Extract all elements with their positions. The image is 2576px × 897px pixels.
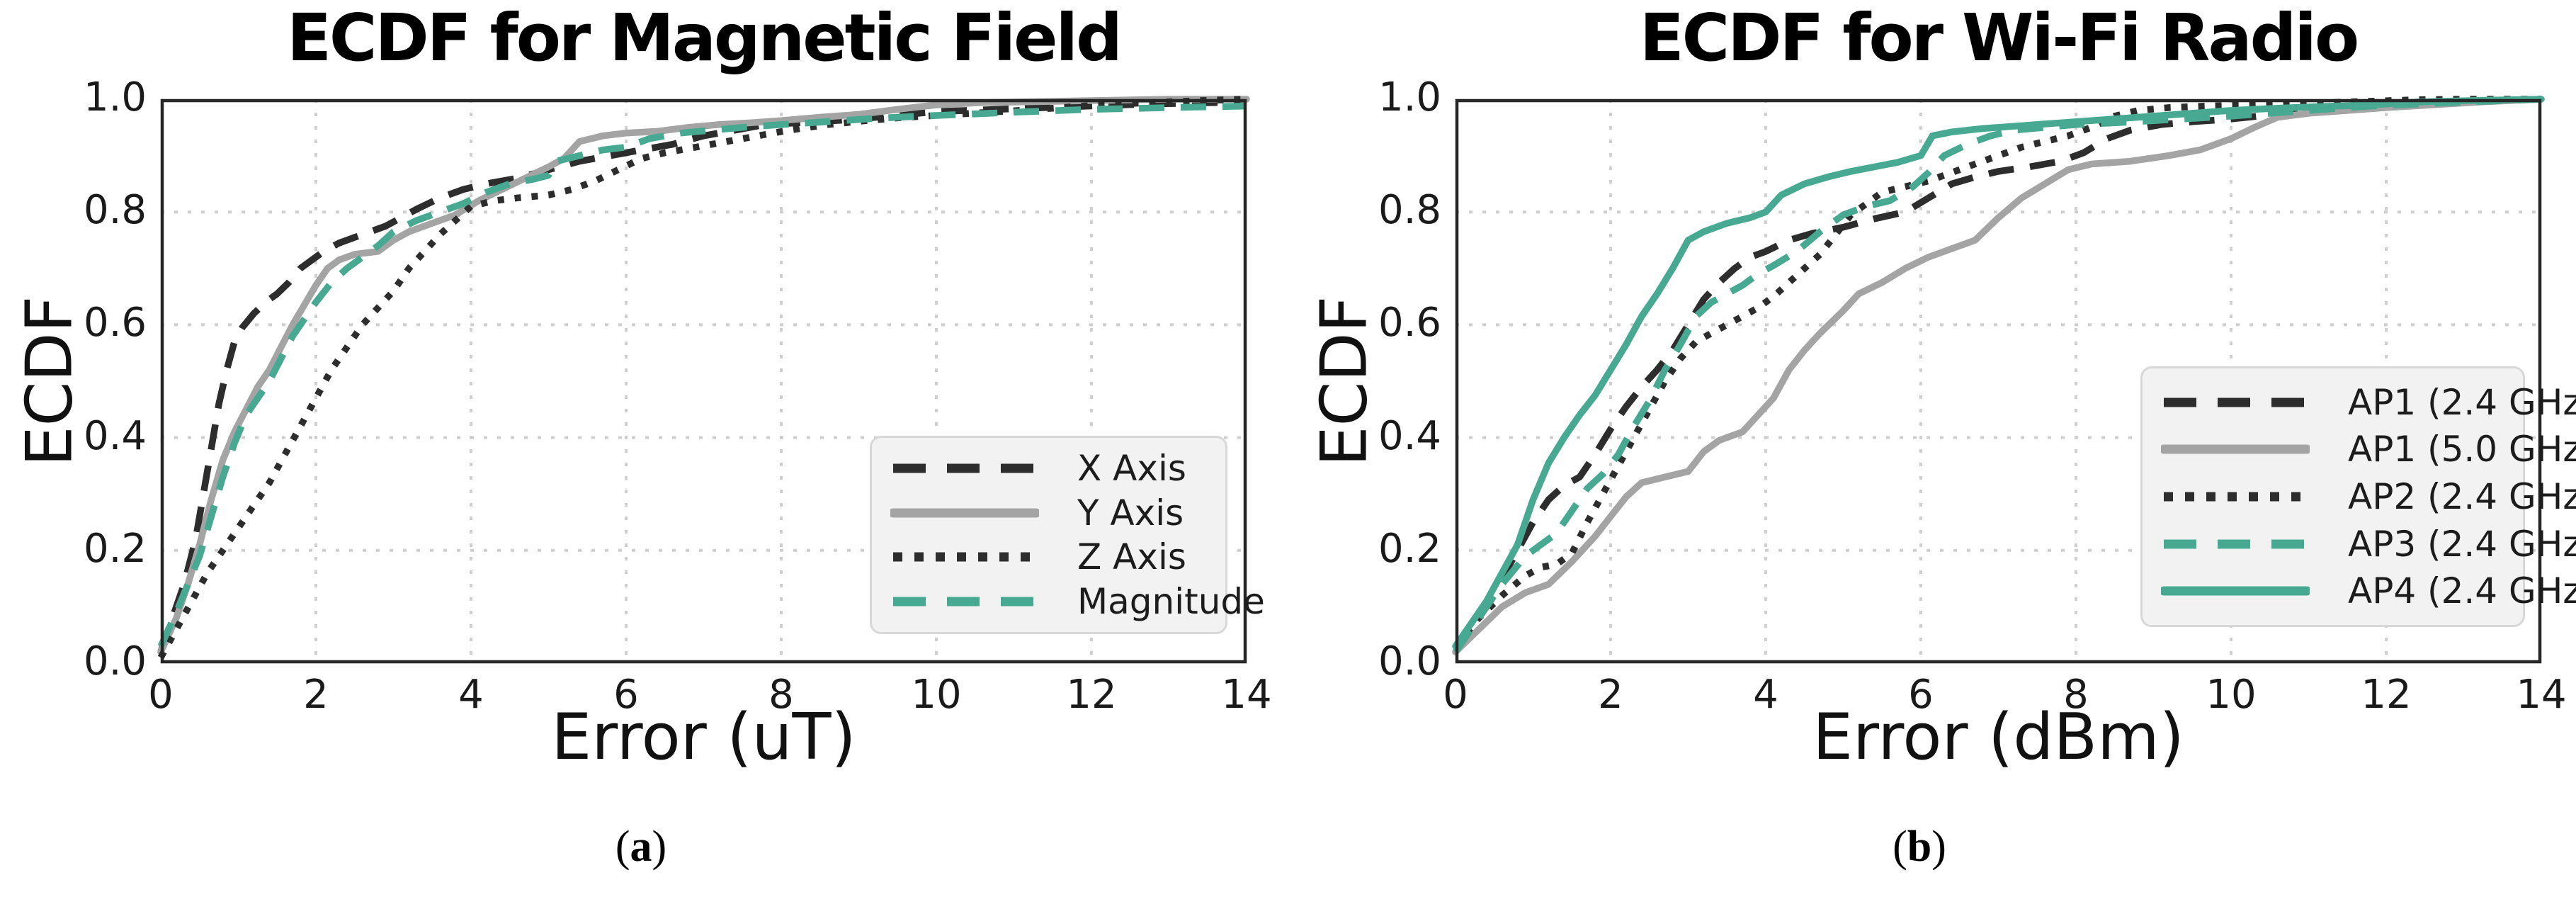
series-line-z-axis xyxy=(157,96,1247,660)
plot-spine xyxy=(1455,98,2542,664)
x-tick-label: 4 xyxy=(1753,672,1778,718)
legend-item-magnitude: Magnitude xyxy=(890,581,1265,622)
x-tick-label: 8 xyxy=(768,672,794,718)
x-tick-label: 6 xyxy=(613,672,639,718)
legend-label: AP4 (2.4 GHz) xyxy=(2348,570,2576,612)
y-tick-label: 0.2 xyxy=(1378,525,1441,572)
legend-sample-line xyxy=(893,597,1036,607)
y-tick-label: 0.6 xyxy=(1378,300,1441,346)
legend-label: Magnitude xyxy=(1077,580,1265,622)
legend-label: AP3 (2.4 GHz) xyxy=(2348,523,2576,565)
x-tick-label: 10 xyxy=(911,672,962,718)
legend-item-ap3-2-4-ghz-: AP3 (2.4 GHz) xyxy=(2161,524,2576,565)
caption-a: (a) xyxy=(499,822,783,872)
x-tick-label: 10 xyxy=(2206,672,2257,718)
y-tick-label: 0.4 xyxy=(83,412,147,459)
legend-sample-line xyxy=(2164,397,2307,407)
legend-item-y-axis: Y Axis xyxy=(890,492,1207,534)
caption-b-paren-close: ) xyxy=(1931,823,1946,871)
x-tick-label: 2 xyxy=(1598,672,1623,718)
legend-sample-line xyxy=(2161,586,2310,596)
chart-b-plot-area xyxy=(1452,96,2545,664)
series-line-magnitude xyxy=(157,102,1247,648)
legend-label: AP2 (2.4 GHz) xyxy=(2348,475,2576,517)
legend-sample-line xyxy=(2164,492,2307,502)
x-tick-label: 14 xyxy=(1221,672,1272,718)
chart-b-title: ECDF for Wi-Fi Radio xyxy=(1639,0,2359,76)
legend-label: Y Axis xyxy=(1077,492,1184,534)
caption-a-letter: a xyxy=(630,823,652,871)
y-tick-label: 1.0 xyxy=(1378,74,1441,120)
legend-label: Z Axis xyxy=(1077,536,1186,578)
chart-a-xlabel: Error (uT) xyxy=(551,700,856,774)
series-line-x-axis xyxy=(157,98,1247,653)
legend-item-z-axis: Z Axis xyxy=(890,536,1207,577)
y-tick-label: 0.0 xyxy=(1378,638,1441,684)
legend-label: AP1 (2.4 GHz) xyxy=(2348,381,2576,423)
caption-b-paren-open: ( xyxy=(1893,823,1907,871)
series-line-ap3-2-4-ghz- xyxy=(1453,96,2542,654)
x-tick-label: 0 xyxy=(148,672,174,718)
chart-b-legend: AP1 (2.4 GHz) AP1 (5.0 GHz) AP2 (2.4 GHz) A… xyxy=(2140,366,2576,627)
legend-item-ap2-2-4-ghz-: AP2 (2.4 GHz) xyxy=(2161,476,2576,517)
legend-sample-line xyxy=(2161,444,2310,454)
legend-label: AP1 (5.0 GHz) xyxy=(2348,429,2576,470)
x-tick-label: 12 xyxy=(2361,672,2412,718)
legend-label: X Axis xyxy=(1077,448,1186,490)
x-tick-label: 12 xyxy=(1066,672,1117,718)
chart-b-xlabel: Error (dBm) xyxy=(1812,700,2184,774)
series-line-ap1-5-0-ghz- xyxy=(1452,96,2545,655)
legend-item-ap1-2-4-ghz-: AP1 (2.4 GHz) xyxy=(2161,382,2576,423)
legend-item-ap1-5-0-ghz-: AP1 (5.0 GHz) xyxy=(2161,429,2576,470)
chart-a-title: ECDF for Magnetic Field xyxy=(287,0,1123,76)
caption-a-paren-close: ) xyxy=(652,823,667,871)
y-tick-label: 0.0 xyxy=(83,638,147,684)
y-tick-label: 0.6 xyxy=(83,300,147,346)
series-line-ap1-2-4-ghz- xyxy=(1453,96,2542,654)
legend-sample-line xyxy=(890,508,1039,518)
y-tick-label: 1.0 xyxy=(83,74,147,120)
x-tick-label: 4 xyxy=(458,672,484,718)
y-tick-label: 0.4 xyxy=(1378,412,1441,459)
caption-b-letter: b xyxy=(1907,823,1932,871)
caption-a-paren-open: ( xyxy=(615,823,630,871)
caption-b: (b) xyxy=(1778,822,2061,872)
legend-sample-line xyxy=(2164,539,2307,549)
y-tick-label: 0.2 xyxy=(83,525,147,572)
chart-a-legend: X Axis Y Axis Z Axis Magnitude xyxy=(870,436,1265,634)
legend-sample-line xyxy=(893,552,1036,562)
legend-item-x-axis: X Axis xyxy=(890,448,1207,489)
x-tick-label: 6 xyxy=(1908,672,1934,718)
legend-item-ap4-2-4-ghz-: AP4 (2.4 GHz) xyxy=(2161,570,2576,611)
y-tick-label: 0.8 xyxy=(83,187,147,234)
plot-spine xyxy=(160,98,1247,664)
x-tick-label: 0 xyxy=(1443,672,1468,718)
series-line-ap2-2-4-ghz- xyxy=(1453,96,2541,649)
x-tick-label: 14 xyxy=(2516,672,2567,718)
legend-sample-line xyxy=(893,463,1036,473)
series-line-ap4-2-4-ghz- xyxy=(1452,96,2545,650)
x-tick-label: 8 xyxy=(2063,672,2089,718)
y-tick-label: 0.8 xyxy=(1378,187,1441,234)
x-tick-label: 2 xyxy=(303,672,329,718)
chart-a-plot-area xyxy=(157,96,1250,664)
